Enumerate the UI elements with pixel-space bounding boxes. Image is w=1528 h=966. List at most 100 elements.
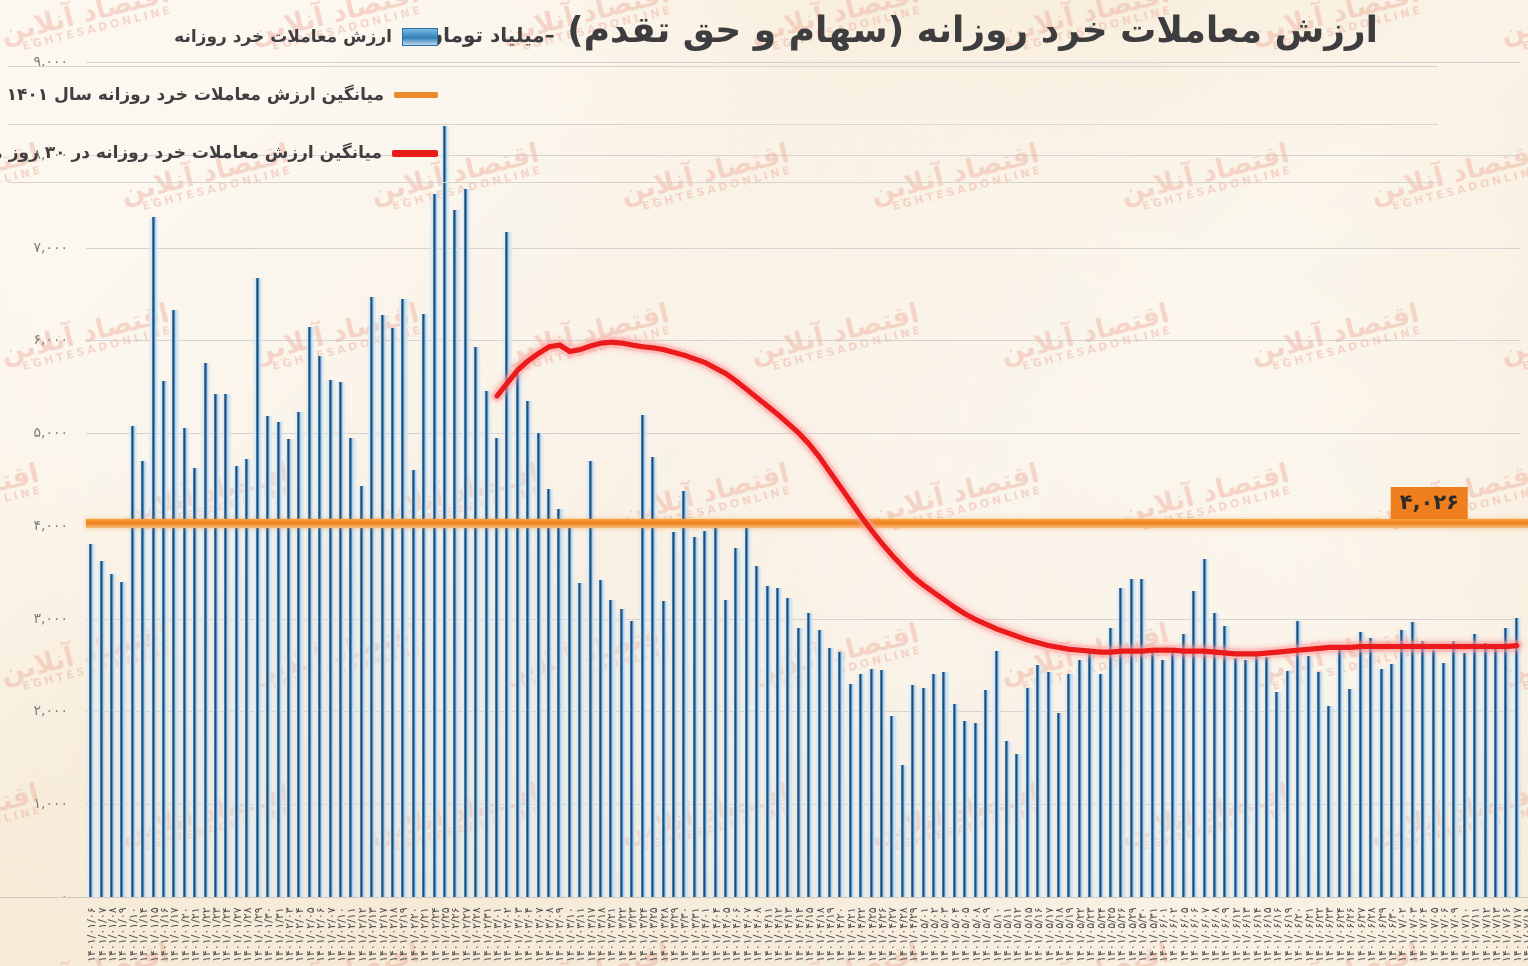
bar[interactable] (1233, 657, 1238, 897)
bar[interactable] (266, 416, 271, 897)
bar[interactable] (1036, 665, 1041, 897)
bar[interactable] (609, 600, 614, 897)
bar[interactable] (828, 648, 832, 897)
bar[interactable] (120, 581, 125, 897)
bar[interactable] (453, 210, 458, 897)
bar[interactable] (411, 470, 416, 897)
bar[interactable] (1129, 578, 1134, 897)
bar[interactable] (1004, 741, 1009, 897)
bar[interactable] (1119, 588, 1124, 897)
bar[interactable] (463, 189, 468, 897)
bar[interactable] (318, 356, 323, 897)
bar[interactable] (1431, 650, 1436, 897)
bar[interactable] (1254, 653, 1259, 897)
bar[interactable] (1389, 664, 1394, 897)
bar[interactable] (1358, 631, 1363, 897)
bar[interactable] (1025, 688, 1030, 897)
legend-item[interactable]: ارزش معاملات خرد روزانه (8, 8, 438, 66)
bar[interactable] (1140, 578, 1145, 897)
bar[interactable] (630, 621, 635, 897)
bar[interactable] (1067, 674, 1072, 897)
bar[interactable] (651, 457, 656, 897)
bar[interactable] (1046, 671, 1051, 897)
bar[interactable] (172, 309, 177, 897)
bar[interactable] (276, 421, 281, 897)
bar[interactable] (848, 683, 853, 897)
bar[interactable] (838, 652, 843, 897)
bar[interactable] (1504, 627, 1509, 897)
bar[interactable] (495, 437, 500, 897)
bar[interactable] (1348, 689, 1353, 897)
bar[interactable] (1056, 713, 1061, 897)
bar[interactable] (1088, 653, 1093, 897)
bar[interactable] (99, 561, 104, 897)
bar[interactable] (1483, 642, 1488, 897)
bar[interactable] (775, 588, 780, 897)
bar[interactable] (1285, 670, 1290, 897)
bar[interactable] (1306, 655, 1311, 897)
bar[interactable] (807, 613, 812, 897)
bar[interactable] (1379, 668, 1384, 897)
bar[interactable] (890, 716, 895, 897)
bar[interactable] (880, 669, 885, 897)
bar[interactable] (286, 438, 291, 897)
bar[interactable] (588, 460, 593, 897)
bar[interactable] (578, 583, 583, 897)
bar[interactable] (141, 460, 146, 897)
bar[interactable] (900, 765, 905, 897)
bar[interactable] (671, 532, 676, 897)
bar[interactable] (1400, 629, 1405, 897)
bar[interactable] (536, 433, 541, 897)
bar[interactable] (796, 627, 801, 897)
bar[interactable] (297, 411, 302, 897)
bar[interactable] (380, 315, 385, 897)
bar[interactable] (723, 600, 728, 897)
bar[interactable] (193, 468, 198, 897)
bar[interactable] (1265, 656, 1270, 897)
bar[interactable] (443, 126, 447, 897)
bar[interactable] (1296, 621, 1301, 897)
bar[interactable] (151, 216, 156, 897)
bar[interactable] (1441, 663, 1446, 897)
bar[interactable] (692, 537, 697, 897)
bar[interactable] (973, 722, 978, 897)
bar[interactable] (214, 394, 219, 897)
bar[interactable] (432, 193, 437, 897)
bar[interactable] (932, 674, 937, 897)
bar[interactable] (255, 278, 260, 897)
bar[interactable] (224, 394, 229, 897)
bar[interactable] (505, 231, 510, 897)
bar[interactable] (1192, 590, 1197, 897)
bar[interactable] (994, 651, 999, 897)
bar[interactable] (1337, 649, 1342, 897)
bar[interactable] (307, 327, 312, 897)
bar[interactable] (1150, 649, 1155, 897)
bar[interactable] (89, 544, 94, 897)
bar[interactable] (859, 674, 864, 897)
bar[interactable] (515, 373, 520, 897)
bar[interactable] (952, 704, 957, 897)
bar[interactable] (390, 328, 395, 897)
bar[interactable] (942, 671, 947, 897)
bar[interactable] (557, 509, 562, 897)
bar[interactable] (599, 579, 604, 897)
bar[interactable] (1410, 622, 1415, 897)
bar[interactable] (567, 520, 572, 897)
bar[interactable] (349, 437, 354, 897)
bar[interactable] (474, 346, 479, 897)
bar[interactable] (703, 531, 708, 897)
bar[interactable] (203, 362, 208, 897)
bar[interactable] (755, 565, 760, 897)
bar[interactable] (661, 601, 666, 897)
bar[interactable] (713, 526, 718, 897)
bar[interactable] (370, 296, 375, 897)
bar[interactable] (182, 427, 187, 897)
bar[interactable] (1473, 634, 1478, 897)
bar[interactable] (1244, 659, 1249, 897)
bar[interactable] (640, 414, 645, 897)
legend-item[interactable]: میانگین ارزش معاملات خرد روزانه سال ۱۴۰۱ (7, 66, 438, 124)
bar[interactable] (1317, 671, 1322, 897)
bar[interactable] (869, 668, 874, 897)
bar[interactable] (1161, 659, 1165, 897)
legend-item[interactable]: میانگین ارزش معاملات خرد روزانه در ۳۰ رو… (0, 124, 438, 182)
